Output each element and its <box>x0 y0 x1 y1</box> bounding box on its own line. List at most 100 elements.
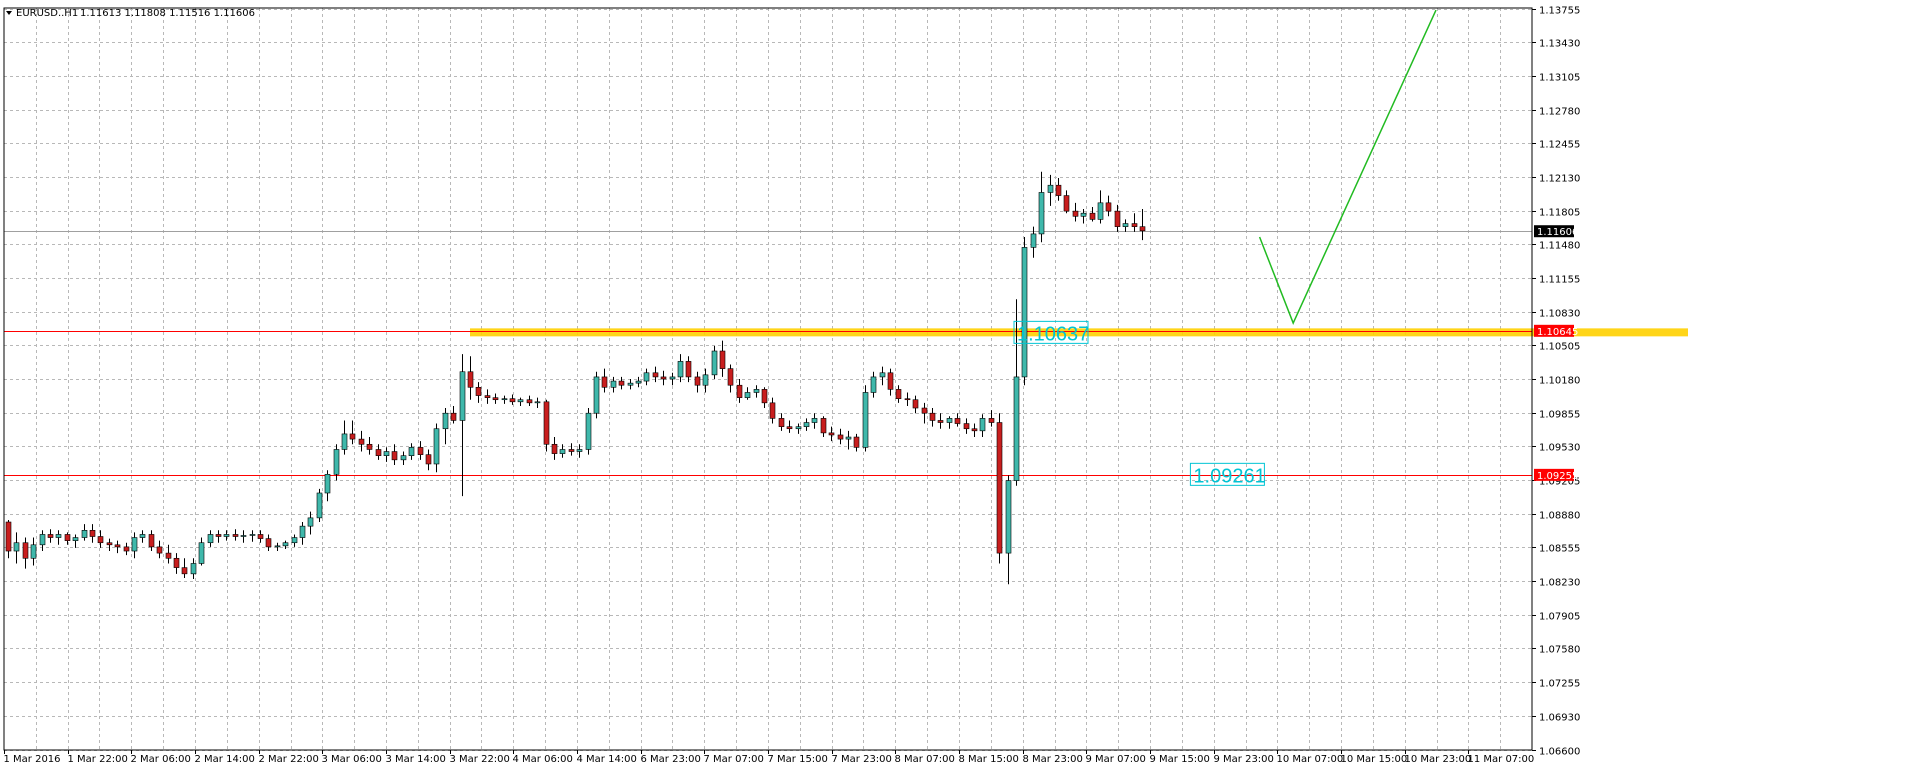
candle-body <box>517 399 524 403</box>
candle <box>1131 213 1138 232</box>
candle-body <box>543 401 550 445</box>
candle <box>551 437 558 460</box>
candle-body <box>13 542 20 552</box>
candle <box>904 392 911 406</box>
candle-body <box>106 542 113 546</box>
candle <box>442 408 449 445</box>
candle <box>1030 226 1037 258</box>
y-tick-label: 1.13755 <box>1539 6 1580 17</box>
symbol-menu-icon[interactable] <box>6 11 12 15</box>
candle <box>585 408 592 455</box>
candle-body <box>114 544 121 548</box>
candle <box>761 387 768 409</box>
candle <box>282 540 289 549</box>
y-tick-label: 1.07255 <box>1539 679 1580 690</box>
candle-body <box>837 434 844 440</box>
candle-body <box>895 389 902 399</box>
candle <box>324 470 331 502</box>
candle <box>996 413 1003 564</box>
candle-body <box>467 371 474 388</box>
candle-body <box>47 534 54 538</box>
level-price-badge-bg <box>1534 468 1574 481</box>
candle-body <box>702 374 709 386</box>
candle <box>450 405 457 424</box>
x-tick-label: 7 Mar 15:00 <box>768 754 828 765</box>
candle-body <box>1122 223 1129 227</box>
candle <box>148 530 155 552</box>
candle <box>190 558 197 580</box>
candle <box>618 376 625 390</box>
candle <box>181 558 188 578</box>
x-tick-label: 7 Mar 23:00 <box>832 754 892 765</box>
candle-body <box>198 542 205 564</box>
x-tick-label: 9 Mar 23:00 <box>1214 754 1274 765</box>
candle-body <box>89 530 96 537</box>
candles-group <box>5 171 1146 585</box>
candle <box>769 397 776 424</box>
candle <box>131 532 138 559</box>
candle-body <box>39 534 46 546</box>
candle <box>425 449 432 471</box>
time-axis[interactable]: 1 Mar 2016 1 Mar 22:00 2 Mar 06:00 2 Mar 14… <box>4 750 1535 765</box>
candle <box>954 413 961 427</box>
price-axis[interactable]: 1.13755 1.13430 1.13105 1.12780 1.12455 1.121… <box>1532 6 1580 758</box>
candle <box>299 522 306 545</box>
candle <box>55 530 62 545</box>
candle <box>778 413 785 431</box>
candle <box>543 399 550 452</box>
candle <box>1055 177 1062 201</box>
candle <box>988 410 995 427</box>
candle <box>475 382 482 403</box>
candle <box>593 371 600 419</box>
candle <box>509 394 516 405</box>
candle-body <box>1063 195 1070 212</box>
candle-body <box>333 449 340 475</box>
candle <box>534 397 541 409</box>
candle-body <box>22 542 29 559</box>
candle-body <box>64 534 71 541</box>
candle <box>433 423 440 473</box>
candle <box>912 395 919 414</box>
candle-body <box>55 534 62 538</box>
candle <box>517 397 524 406</box>
candle-body <box>988 418 995 423</box>
x-tick-label: 8 Mar 15:00 <box>959 754 1019 765</box>
candle <box>1038 171 1045 243</box>
candle <box>173 553 180 574</box>
candle-body <box>786 426 793 430</box>
candle <box>1122 219 1129 232</box>
candle-body <box>223 534 230 537</box>
candle <box>215 530 222 543</box>
candle-body <box>207 534 214 544</box>
candle-body <box>568 449 575 452</box>
candle-body <box>232 534 239 537</box>
candle <box>921 402 928 424</box>
y-tick-label: 1.10830 <box>1539 309 1580 320</box>
candle <box>677 354 684 383</box>
y-tick-label: 1.07580 <box>1539 645 1580 656</box>
candle-body <box>484 395 491 398</box>
candle-body <box>81 530 88 538</box>
candle <box>694 371 701 393</box>
chart-header: EURUSD..H1 1.11613 1.11808 1.11516 1.116… <box>6 8 255 19</box>
candle <box>845 430 852 450</box>
current-price-badge-bg <box>1534 225 1574 238</box>
candle-body <box>652 372 659 378</box>
annotation-box <box>1189 462 1265 486</box>
candle-body <box>803 422 810 427</box>
candle-body <box>165 552 172 559</box>
y-tick-label: 1.11155 <box>1539 275 1580 286</box>
candle <box>375 444 382 460</box>
candle-body <box>870 376 877 393</box>
candle <box>459 354 466 497</box>
candle <box>30 537 37 566</box>
x-tick-label: 10 Mar 07:00 <box>1277 754 1344 765</box>
candle <box>333 444 340 481</box>
candle-body <box>820 418 827 434</box>
y-tick-label: 1.12130 <box>1539 174 1580 185</box>
candle <box>652 366 659 383</box>
candle <box>979 414 986 438</box>
x-tick-label: 10 Mar 15:00 <box>1341 754 1408 765</box>
